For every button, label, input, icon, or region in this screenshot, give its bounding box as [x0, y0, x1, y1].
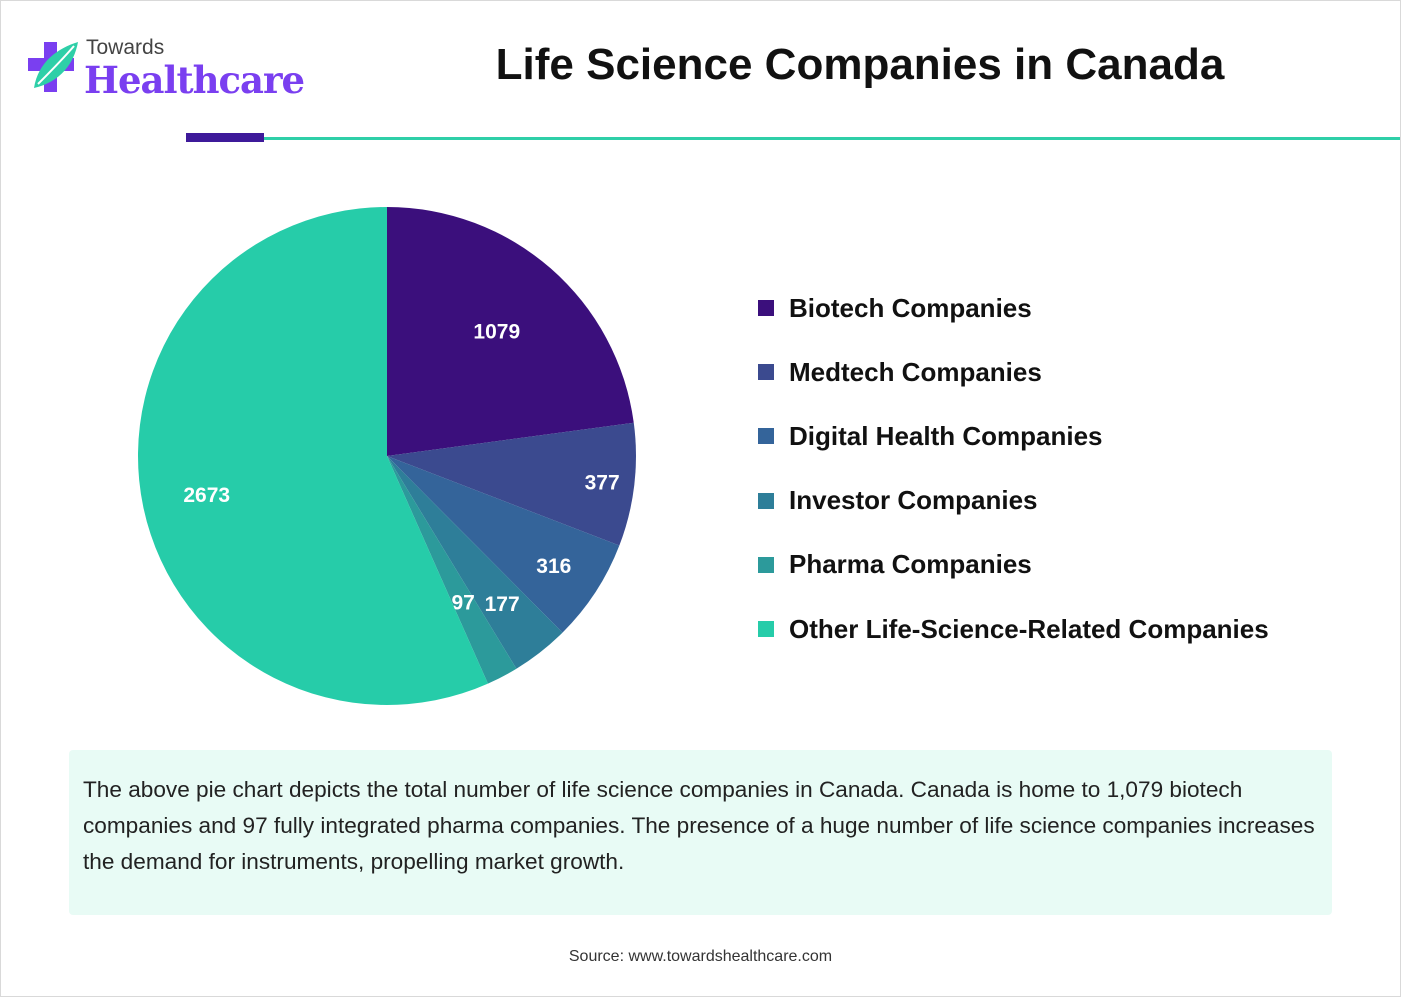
header-divider — [186, 137, 1400, 140]
pie-slice — [387, 422, 637, 546]
legend-swatch — [758, 428, 774, 445]
pie-slice — [387, 456, 620, 633]
brand-line2: Healthcare — [84, 58, 305, 102]
legend-swatch — [758, 556, 774, 573]
source-credit: Source: www.towardshealthcare.com — [568, 948, 833, 965]
pie-chart: 1079 377 316 177 97 2673 — [138, 207, 637, 705]
legend-item: Pharma Companies — [758, 533, 1269, 597]
pie-data-label: 177 — [485, 593, 520, 616]
legend-item: Medtech Companies — [758, 340, 1269, 404]
header-accent-bar — [186, 133, 264, 142]
brand-logo: Towards Healthcare — [28, 36, 305, 106]
description-text: The above pie chart depicts the total nu… — [83, 777, 1315, 874]
legend-label: Pharma Companies — [789, 549, 1032, 580]
pie-data-label: 97 — [451, 592, 474, 615]
legend-label: Medtech Companies — [789, 356, 1042, 387]
legend-label: Other Life-Science-Related Companies — [789, 613, 1269, 644]
legend-label: Digital Health Companies — [789, 420, 1103, 451]
legend-swatch — [758, 364, 774, 381]
pie-slice — [387, 456, 517, 684]
pie-slice — [387, 456, 563, 669]
chart-legend: Biotech Companies Medtech Companies Digi… — [758, 276, 1269, 661]
brand-line1: Towards — [86, 36, 165, 59]
legend-swatch — [758, 621, 774, 638]
pie-slice — [387, 207, 634, 456]
legend-label: Biotech Companies — [789, 292, 1032, 323]
legend-swatch — [758, 300, 774, 317]
pie-data-label: 377 — [585, 471, 620, 494]
legend-item: Digital Health Companies — [758, 404, 1269, 468]
legend-item: Biotech Companies — [758, 276, 1269, 340]
page-title: Life Science Companies in Canada — [495, 40, 1225, 89]
medical-cross-leaf-icon — [28, 42, 78, 92]
legend-item: Other Life-Science-Related Companies — [758, 597, 1269, 661]
pie-slice — [138, 207, 488, 705]
chart-description: The above pie chart depicts the total nu… — [69, 750, 1332, 915]
legend-label: Investor Companies — [789, 485, 1038, 516]
pie-data-label: 2673 — [183, 484, 230, 507]
pie-data-label: 316 — [536, 555, 571, 578]
pie-data-label: 1079 — [473, 320, 520, 343]
legend-item: Investor Companies — [758, 469, 1269, 533]
legend-swatch — [758, 492, 774, 509]
